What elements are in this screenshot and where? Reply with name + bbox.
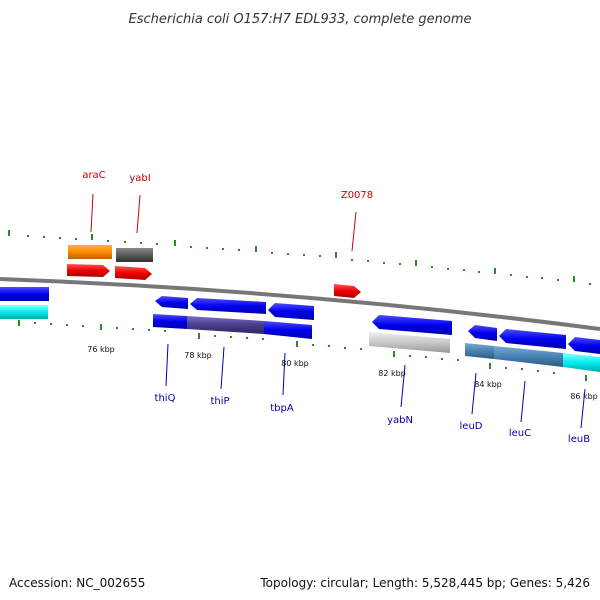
- forward-cog-bar: [116, 248, 153, 262]
- reverse-gene-arrow: [372, 315, 452, 335]
- scale-label-76kbp: 76 kbp: [87, 345, 115, 354]
- reverse-gene-arrow: [568, 337, 600, 354]
- reverse-gene-arrow: [468, 325, 497, 341]
- gene-label-z0078: Z0078: [341, 190, 373, 201]
- scale-label-84kbp: 84 kbp: [474, 380, 502, 389]
- gene-label-thip: thiP: [210, 396, 229, 407]
- forward-gene-arrow: [334, 284, 361, 298]
- reverse-gene-arrow: [190, 298, 266, 314]
- map-title: Escherichia coli O157:H7 EDL933, complet…: [129, 12, 472, 27]
- reverse-cog-bar: [187, 316, 264, 334]
- reverse-gene-arrows: [0, 287, 600, 354]
- reverse-cog-bar: [264, 321, 312, 339]
- forward-gene-arrow: [115, 266, 152, 280]
- genome-backbone: [0, 277, 600, 331]
- gene-label-leub: leuB: [568, 434, 590, 445]
- reverse-cog-bars: [0, 305, 600, 372]
- reverse-cog-bar: [563, 353, 600, 372]
- gene-label-leuc: leuC: [509, 428, 531, 439]
- forward-gene-arrow: [67, 264, 110, 277]
- reverse-gene-arrow: [155, 296, 188, 309]
- reverse-cog-bar: [494, 346, 563, 367]
- scale-label-80kbp: 80 kbp: [281, 359, 309, 368]
- reverse-gene-arrow: [499, 329, 566, 349]
- reverse-cog-bar: [153, 314, 187, 329]
- genome-summary-text: Topology: circular; Length: 5,528,445 bp…: [259, 576, 590, 590]
- gene-label-arac: araC: [82, 170, 105, 181]
- reverse-cog-bar: [0, 305, 48, 319]
- reverse-cog-bar: [369, 332, 450, 353]
- accession-text: Accession: NC_002655: [9, 576, 145, 590]
- scale-label-82kbp: 82 kbp: [378, 369, 406, 378]
- scale-label-78kbp: 78 kbp: [184, 351, 212, 360]
- label-connectors: [90, 193, 586, 429]
- reverse-cog-bar: [465, 343, 494, 359]
- gene-label-tbpa: tbpA: [270, 403, 294, 414]
- gene-label-yabn: yabN: [387, 415, 413, 426]
- forward-cog-bar: [68, 245, 112, 259]
- gene-label-yabi: yabI: [129, 173, 150, 184]
- gene-label-thiq: thiQ: [155, 393, 176, 404]
- gene-label-leud: leuD: [460, 421, 483, 432]
- forward-features: [67, 245, 361, 298]
- reverse-gene-arrow: [268, 303, 314, 320]
- reverse-gene-arrow: [0, 287, 49, 301]
- inner-tick-ring: [18, 320, 587, 381]
- outer-tick-ring: [8, 230, 591, 285]
